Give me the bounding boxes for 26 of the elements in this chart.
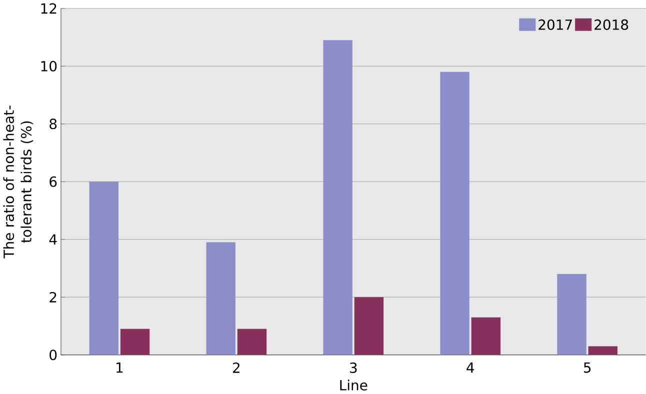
bar	[588, 346, 618, 356]
x-tick-label: 4	[466, 362, 474, 373]
bar	[557, 274, 586, 356]
bar	[440, 72, 470, 356]
x-tick-label: 1	[116, 362, 123, 373]
bar	[471, 318, 501, 356]
bar	[120, 329, 150, 356]
y-tick-label: 6	[50, 176, 57, 188]
x-tick-label: 2	[232, 362, 240, 373]
y-tick-label: 10	[41, 61, 57, 72]
x-tick-label: 5	[584, 362, 591, 373]
x-axis-title: Line	[340, 380, 368, 391]
y-tick-label: 12	[41, 3, 56, 14]
bar	[89, 182, 118, 356]
y-tick-label: 4	[49, 234, 57, 245]
legend-label: 2018	[594, 20, 628, 30]
bar	[323, 40, 352, 356]
y-axis-title: The ratio of non-heat-tolerant birds (%)	[3, 106, 34, 258]
x-tick-label: 3	[350, 362, 357, 374]
y-tick-label: 2	[50, 292, 56, 302]
y-tick-label: 8	[50, 118, 57, 130]
legend-label: 2017	[538, 20, 572, 30]
y-tick-label: 0	[50, 350, 57, 360]
bar	[206, 242, 236, 356]
bar	[354, 297, 384, 356]
bar	[237, 329, 267, 356]
